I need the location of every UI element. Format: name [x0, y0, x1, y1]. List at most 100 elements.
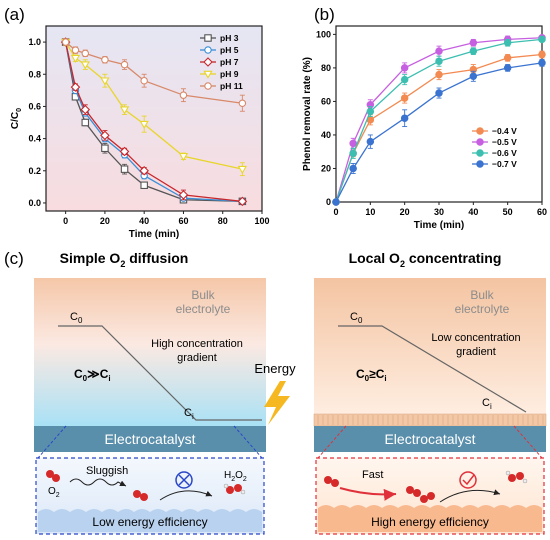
right-gradient-line	[338, 325, 527, 413]
left-relation: C0≫Ci	[74, 367, 111, 383]
data-point	[120, 165, 129, 173]
data-point	[503, 64, 512, 72]
x-axis-label: Time (min)	[129, 229, 179, 240]
data-point	[139, 166, 149, 176]
fail-x-icon-cross	[178, 474, 190, 486]
o2-molecule-icon	[413, 489, 421, 497]
left-gradient-label-1: High concentration	[151, 338, 243, 350]
chart-b: 0 10 20 30 40 50 60 0 20 40 60 80 100 Time (min) Pheno…	[302, 25, 547, 231]
data-point	[81, 118, 90, 127]
legend-label: −0.6 V	[492, 148, 517, 158]
y-tick-label: 0.8	[28, 69, 41, 79]
x-tick-label: 60	[178, 216, 188, 226]
legend-label: −0.4 V	[492, 126, 517, 136]
panel-label-a: (a)	[4, 5, 25, 24]
panel-label-b: (b)	[314, 5, 335, 24]
left-zoom-line-2	[233, 425, 263, 459]
data-point	[70, 82, 81, 92]
data-point	[476, 160, 484, 168]
right-gradient-label-1: Low concentration	[431, 332, 520, 344]
data-point	[120, 60, 129, 69]
x-tick-label: 50	[503, 207, 513, 217]
right-bulk-label-2: electrolyte	[455, 302, 510, 316]
left-electrocatalyst-bar	[34, 426, 266, 452]
h2o2-molecule-icon	[234, 484, 242, 492]
right-electrocatalyst-label: Electrocatalyst	[384, 431, 475, 447]
x-tick-label: 10	[365, 207, 375, 217]
y-tick-label: 1.0	[28, 37, 41, 47]
energy-label: Energy	[254, 361, 296, 376]
right-gradient-label-2: gradient	[456, 346, 496, 358]
data-point	[80, 104, 91, 115]
x-tick-label: 100	[254, 216, 269, 226]
data-point	[119, 106, 130, 115]
data-point	[400, 64, 409, 72]
left-scene: Bulk electrolyte C0 High concentration g…	[34, 278, 266, 535]
series-line	[335, 62, 543, 203]
data-point	[349, 149, 357, 158]
o2-molecule-icon	[420, 495, 428, 503]
data-point	[71, 46, 80, 54]
data-point	[100, 130, 110, 141]
right-ci: Ci	[482, 397, 492, 411]
right-coating-texture	[317, 415, 544, 425]
legend-label: pH 5	[220, 45, 239, 55]
sluggish-arrow	[69, 478, 127, 487]
left-gradient-line	[58, 325, 262, 421]
y-axis-label: C/C0	[10, 108, 23, 129]
data-point	[70, 54, 81, 63]
data-point	[101, 144, 109, 153]
data-point	[101, 56, 109, 64]
legend-label: −0.5 V	[492, 137, 517, 147]
x-tick-label: 20	[400, 207, 410, 217]
data-point	[349, 164, 357, 173]
left-efficiency-label: Low energy efficiency	[92, 515, 207, 529]
left-c0: C0	[70, 311, 83, 325]
x-tick-label: 20	[100, 216, 110, 226]
left-gradient-label-2: gradient	[177, 352, 217, 364]
series-line	[64, 41, 243, 202]
series-line	[64, 41, 243, 202]
o2-molecule-icon	[324, 476, 332, 484]
data-point	[469, 47, 478, 55]
x-tick-label: 40	[468, 207, 478, 217]
data-point	[100, 77, 110, 86]
h2o2-molecule-icon	[516, 472, 524, 480]
left-bulk-label-2: electrolyte	[176, 302, 231, 316]
data-point	[140, 76, 148, 85]
series-pH-7	[60, 37, 248, 207]
left-reaction-arrow	[159, 490, 213, 501]
legend-label: −0.7 V	[492, 159, 517, 169]
right-electrocatalyst-bar	[314, 426, 546, 452]
y-tick-label: 80	[321, 63, 331, 73]
fail-x-icon	[175, 471, 193, 489]
data-point	[400, 94, 409, 102]
left-zoom-line-1	[37, 425, 67, 459]
data-point	[238, 99, 247, 107]
h2o2-molecule-icon	[508, 474, 516, 482]
data-point	[476, 138, 484, 146]
y-axis-label: Phenol removal rate (%)	[302, 57, 313, 171]
data-point	[178, 190, 189, 200]
right-speed-label: Fast	[362, 469, 383, 481]
data-point	[400, 114, 409, 122]
fast-arrow	[339, 487, 397, 501]
o2-molecule-icon	[140, 493, 148, 501]
data-point	[204, 46, 212, 54]
x-tick-label: 0	[333, 207, 338, 217]
y-tick-label: 0.2	[28, 166, 41, 176]
left-title: Simple O2 diffusion	[60, 250, 189, 269]
series-line	[65, 41, 243, 202]
x-tick-label: 30	[434, 207, 444, 217]
series-pH-11	[61, 38, 247, 112]
series--0-7-V	[332, 59, 546, 206]
right-relation: C0≥Ci	[356, 367, 387, 383]
y-tick-label: 0	[326, 197, 331, 207]
h2o2-molecule-icon	[505, 470, 511, 476]
data-point	[469, 72, 478, 81]
legend-label: pH 9	[220, 69, 239, 79]
left-bulk-region	[34, 278, 266, 426]
data-point	[140, 181, 148, 190]
h2o2-molecule-icon	[223, 483, 229, 489]
